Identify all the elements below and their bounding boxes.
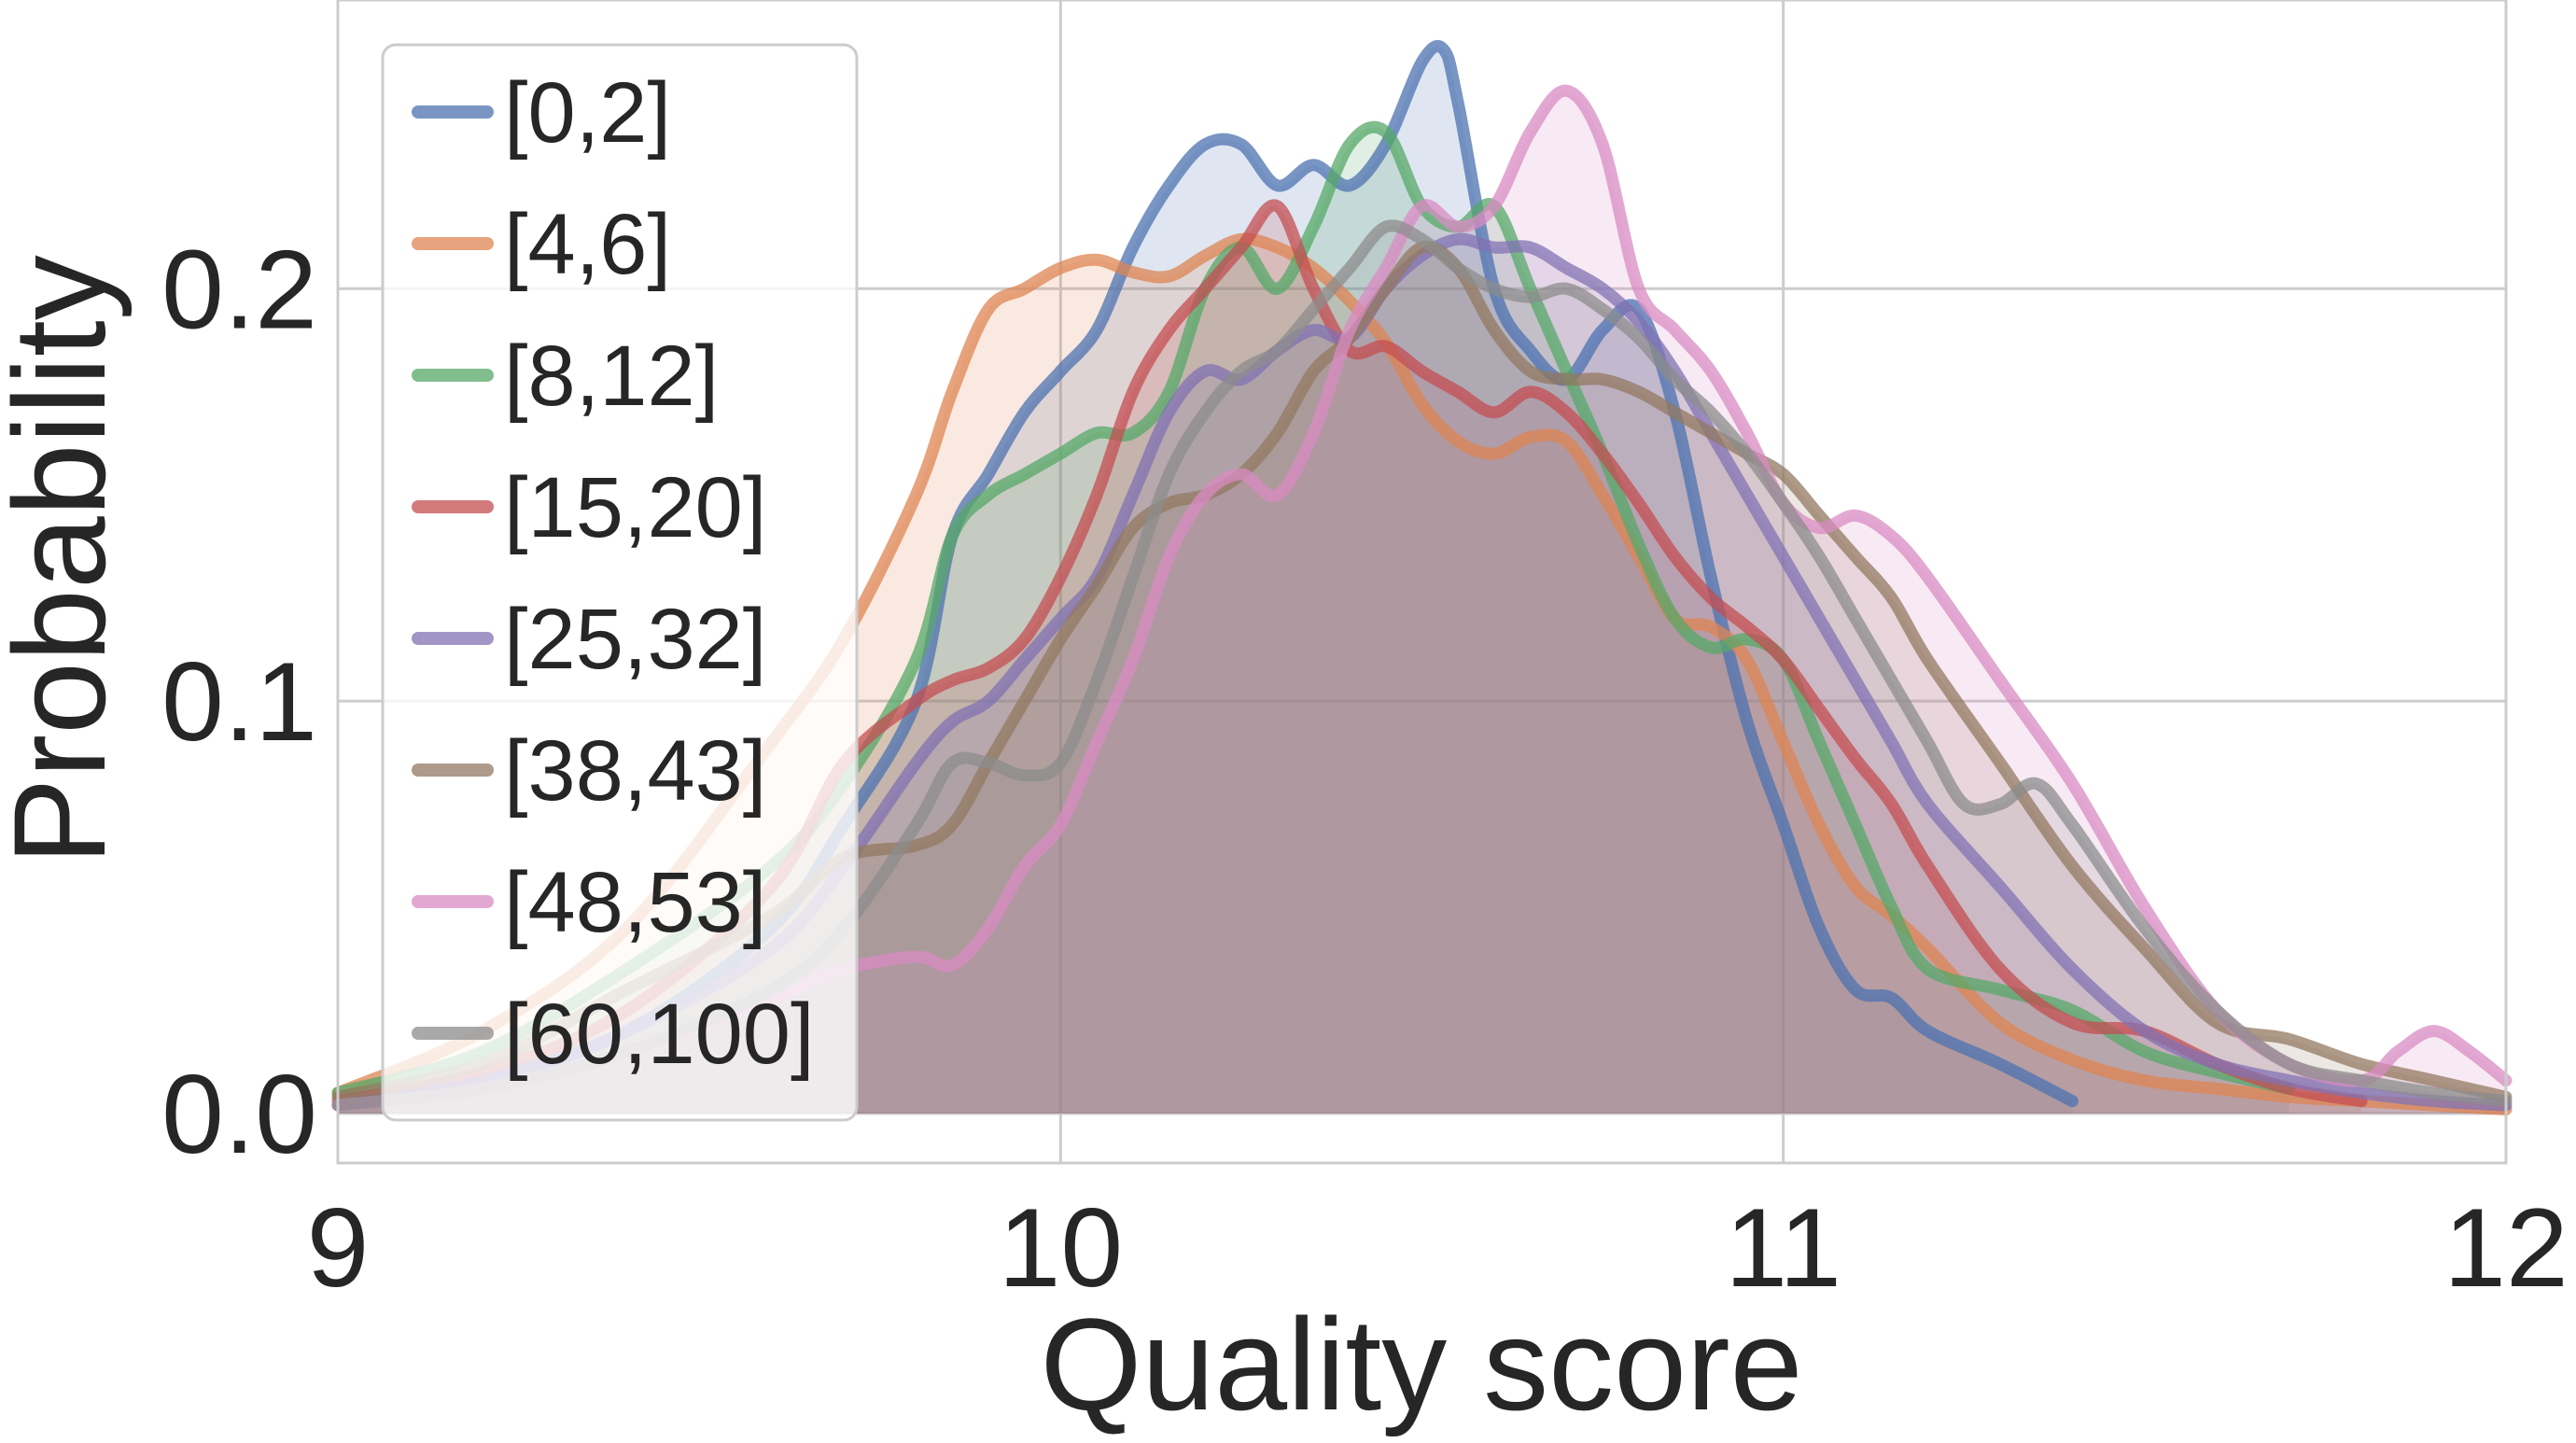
legend-label: [48,53] [504, 855, 766, 950]
legend: [0,2] [4,6] [8,12] [15,20] [25,32] [38,43] [48… [381, 43, 859, 1122]
x-tick-label: 10 [999, 1185, 1123, 1310]
y-tick-label: 0.0 [161, 1052, 317, 1177]
plot-frame [336, 0, 2508, 1165]
series-line [331, 40, 2079, 1112]
legend-label: [0,2] [504, 65, 671, 161]
x-tick-label: 11 [1725, 1185, 1841, 1310]
legend-frame [381, 43, 859, 1122]
legend-label: [4,6] [504, 197, 671, 292]
legend-label: [15,20] [504, 460, 766, 555]
legend-label: [25,32] [504, 592, 766, 687]
series-area [338, 239, 2506, 1114]
y-tick-label: 0.2 [161, 227, 317, 352]
series-area [338, 239, 2506, 1114]
x-tick-label: 9 [307, 1185, 370, 1310]
series-area [338, 91, 2506, 1114]
x-tick-labels: 9 10 11 12 [307, 1185, 2569, 1310]
y-axis-label: Probability [0, 255, 133, 865]
series-line [331, 219, 2513, 1112]
x-tick-label: 12 [2443, 1185, 2568, 1310]
y-tick-label: 0.1 [161, 639, 317, 764]
series-line [331, 199, 2368, 1108]
series-line [331, 120, 2296, 1100]
series-line [331, 232, 2513, 1116]
series-lines [331, 40, 2513, 1116]
y-tick-labels: 0.0 0.1 0.2 [161, 227, 317, 1177]
series-area [338, 246, 2506, 1114]
x-axis-label: Quality score [1041, 1291, 1803, 1437]
series-line [331, 84, 2513, 1112]
series-line [331, 232, 2513, 1112]
legend-label: [8,12] [504, 329, 719, 424]
series-area [338, 225, 2506, 1114]
legend-label: [38,43] [504, 723, 766, 819]
legend-label: [60,100] [504, 987, 815, 1082]
